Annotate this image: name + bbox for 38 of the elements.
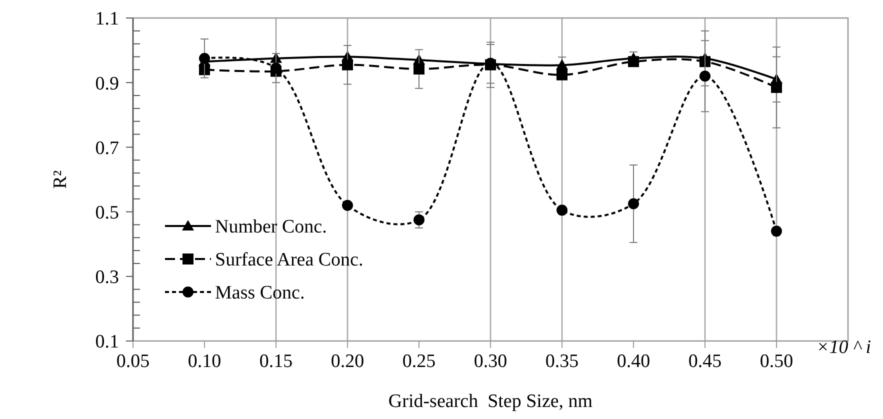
y-tick-label: 0.7 <box>95 138 119 159</box>
point <box>414 64 424 75</box>
y-axis-title: R² <box>50 170 71 189</box>
point <box>199 52 210 64</box>
point <box>628 56 639 68</box>
legend-label: Number Conc. <box>215 216 327 238</box>
y-tick-label: 1.1 <box>95 8 119 30</box>
y-tick-label: 0.1 <box>95 332 119 353</box>
x-tick-label: 0.45 <box>688 351 722 372</box>
point <box>270 62 282 74</box>
point <box>342 59 353 70</box>
point <box>771 82 782 93</box>
x-tick-label: 0.50 <box>760 351 794 372</box>
x-axis-title: Grid-search Step Size, nm <box>388 391 593 412</box>
x-tick-label: 0.20 <box>330 351 364 372</box>
y-tick-label: 0.5 <box>95 202 119 224</box>
point <box>700 56 710 68</box>
x-tick-label: 0.05 <box>116 351 150 372</box>
x-tick-label: 0.35 <box>545 351 579 372</box>
point <box>556 204 568 216</box>
point <box>628 198 639 210</box>
point <box>700 70 710 82</box>
legend-label: Mass Conc. <box>215 282 305 304</box>
point <box>771 226 782 237</box>
x-tick-label: 0.30 <box>474 351 508 372</box>
x-tick-label: 0.15 <box>259 351 293 372</box>
y-tick-label: 0.9 <box>95 73 119 94</box>
point <box>342 200 353 211</box>
legend-label: Surface Area Conc. <box>215 250 364 271</box>
annotation: ×10 ^ i <box>816 337 871 358</box>
x-tick-label: 0.10 <box>188 351 222 372</box>
point <box>414 214 424 226</box>
point <box>556 59 568 70</box>
point <box>556 69 568 80</box>
x-tick-label: 0.25 <box>402 351 436 372</box>
x-tick-label: 0.40 <box>616 351 650 372</box>
y-tick-label: 0.3 <box>95 267 119 288</box>
point <box>199 64 210 76</box>
